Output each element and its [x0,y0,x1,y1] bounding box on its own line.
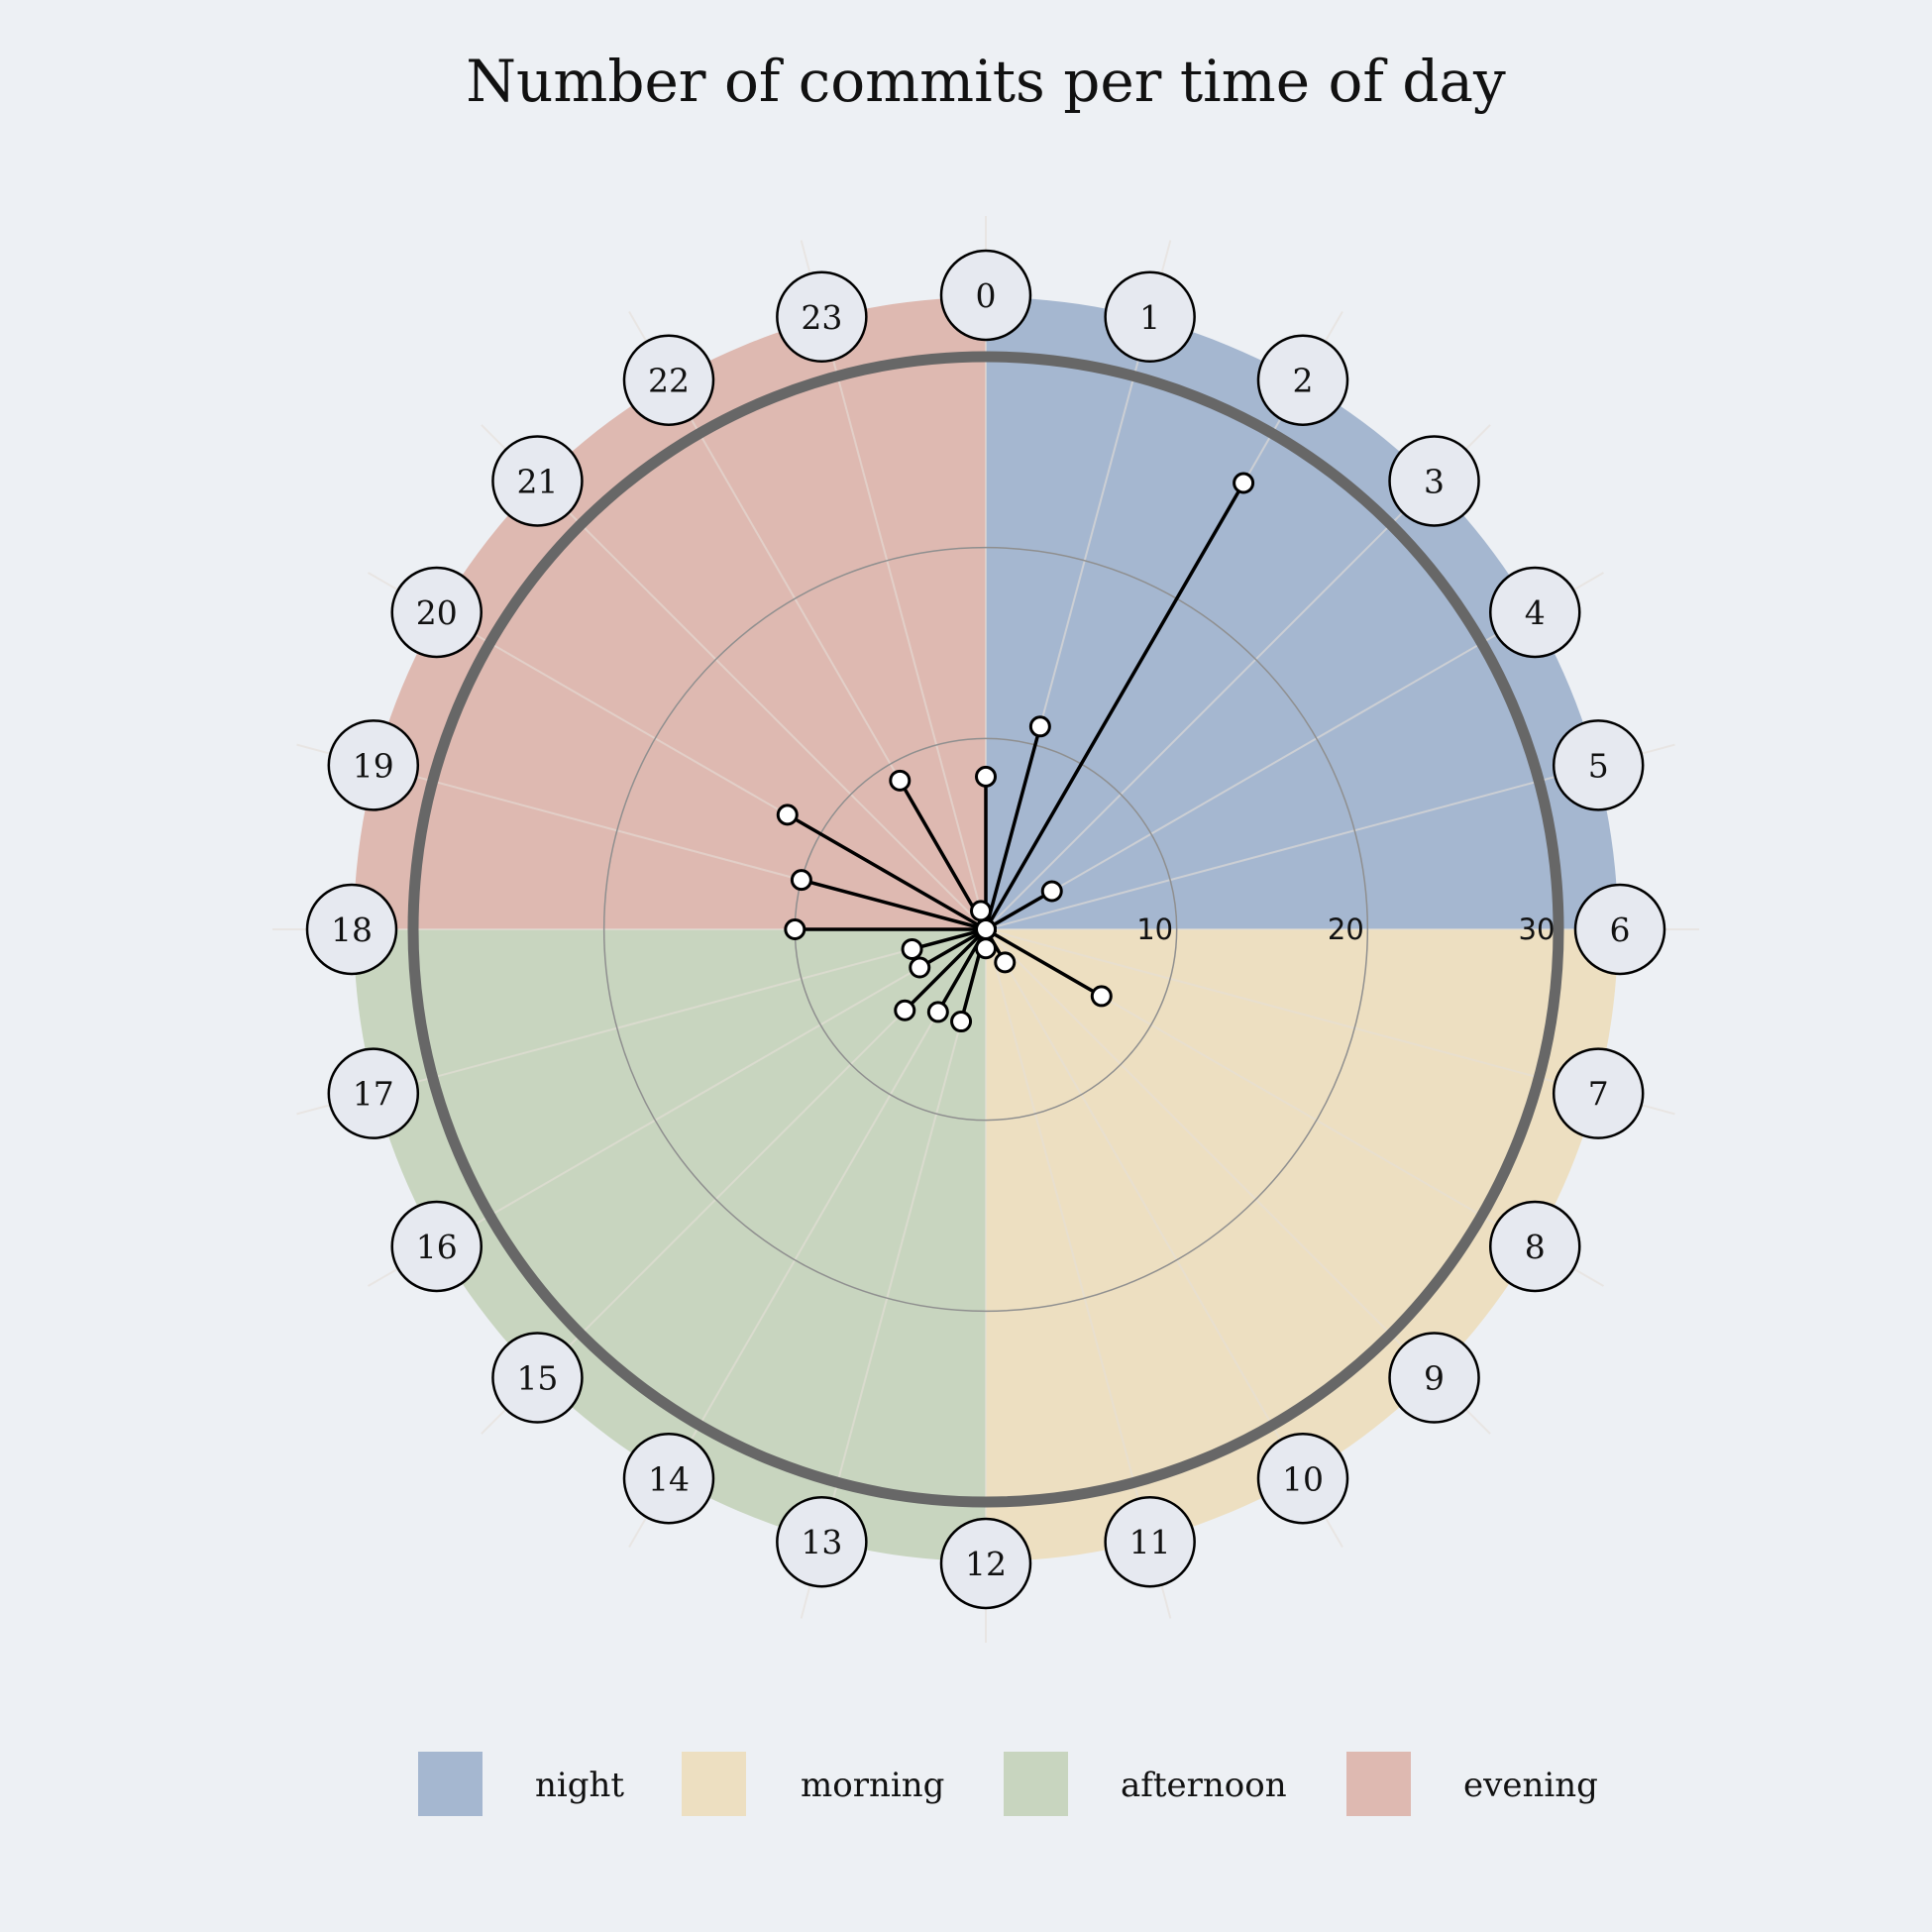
hour-label: 9 [1424,1359,1445,1398]
radial-tick-label: 10 [1136,912,1173,946]
legend-swatch-morning [682,1752,746,1816]
hour-label-bubble [327,1047,420,1139]
hour-label: 6 [1610,911,1631,949]
hour-label-bubble [622,1433,715,1525]
hour-label-bubble [776,270,868,364]
hour-label: 10 [1282,1459,1324,1498]
point-hour-12 [975,937,997,960]
hour-label: 3 [1424,462,1445,500]
hour-label-bubble [390,1200,483,1293]
stem-hour-8 [984,927,1104,999]
point-hour-13 [950,1011,973,1033]
hour-label: 21 [516,462,558,500]
hour-label-bubble [1573,883,1666,976]
hour-label-bubble [491,435,584,527]
hour-label: 23 [801,298,842,337]
legend-label-evening: evening [1463,1766,1598,1805]
hour-label-bubble [1388,1332,1480,1424]
hour-label: 22 [648,362,690,400]
point-hour-15 [894,999,916,1021]
hour-label-bubble [390,566,483,659]
point-hour-10 [994,951,1017,974]
hour-label: 7 [1588,1075,1609,1114]
point-hour-21 [975,918,997,940]
legend-swatch-evening [1346,1752,1411,1816]
hour-label-bubble [622,334,715,426]
hour-label: 4 [1525,593,1546,632]
hour-label: 16 [416,1228,458,1266]
hour-label-bubble [491,1332,584,1424]
grid-circle-20 [602,546,1369,1313]
point-hour-19 [790,869,812,892]
point-hour-17 [901,937,923,960]
point-hour-23 [970,900,993,922]
point-hour-0 [975,765,997,788]
hour-label-bubble [1489,566,1581,659]
hour-label-bubble [327,719,420,811]
hour-label: 13 [801,1523,842,1561]
outer-axis-circle [407,351,1564,1508]
hour-label: 17 [353,1075,394,1114]
stem-hour-20 [786,812,988,931]
point-hour-18 [784,918,806,940]
point-hour-8 [1090,985,1113,1008]
hour-label-bubble [939,1517,1032,1610]
hour-label-bubble [1552,1047,1645,1139]
hour-label-bubble [1552,719,1645,811]
point-hour-22 [889,769,912,792]
hour-label: 12 [965,1545,1007,1583]
chart-title: Number of commits per time of day [466,48,1506,115]
hour-label-bubble [1256,1433,1349,1525]
legend-label-night: night [535,1766,624,1805]
stem-hour-15 [903,927,988,1013]
hour-label: 5 [1588,746,1609,785]
legend-swatch-night [418,1752,483,1816]
hour-label: 19 [353,746,394,785]
hour-label: 8 [1525,1228,1546,1266]
hour-label-bubble [1489,1200,1581,1293]
hour-label-bubble [1104,270,1196,364]
hour-label: 2 [1293,362,1314,400]
radial-tick-label: 30 [1519,912,1556,946]
stem-hour-2 [984,481,1245,931]
hour-label-bubble [939,249,1032,342]
hour-label: 15 [516,1359,558,1398]
hour-label: 0 [976,276,997,315]
hour-label: 20 [416,593,458,632]
hour-label-bubble [305,883,398,976]
point-hour-2 [1233,472,1255,494]
hour-label: 18 [331,911,373,949]
hour-label: 1 [1139,298,1160,337]
stem-hour-4 [984,889,1054,931]
point-hour-14 [926,1001,949,1023]
stem-hour-1 [984,724,1042,931]
hour-label-bubble [1104,1495,1196,1588]
hour-label: 14 [648,1459,690,1498]
stem-hour-16 [917,927,988,970]
hour-label-bubble [1388,435,1480,527]
hour-label: 11 [1129,1523,1171,1561]
point-hour-16 [909,956,931,979]
legend-label-afternoon: afternoon [1121,1766,1287,1805]
stem-hour-17 [910,927,988,951]
stem-hour-19 [800,878,988,931]
point-hour-4 [1040,880,1063,903]
legend-label-morning: morning [801,1766,944,1805]
legend-swatch-afternoon [1004,1752,1068,1816]
radial-tick-label: 20 [1328,912,1364,946]
point-hour-1 [1028,715,1051,738]
point-hour-20 [776,804,799,826]
stem-hour-22 [898,779,988,931]
hour-label-bubble [1256,334,1349,426]
hour-label-bubble [776,1495,868,1588]
